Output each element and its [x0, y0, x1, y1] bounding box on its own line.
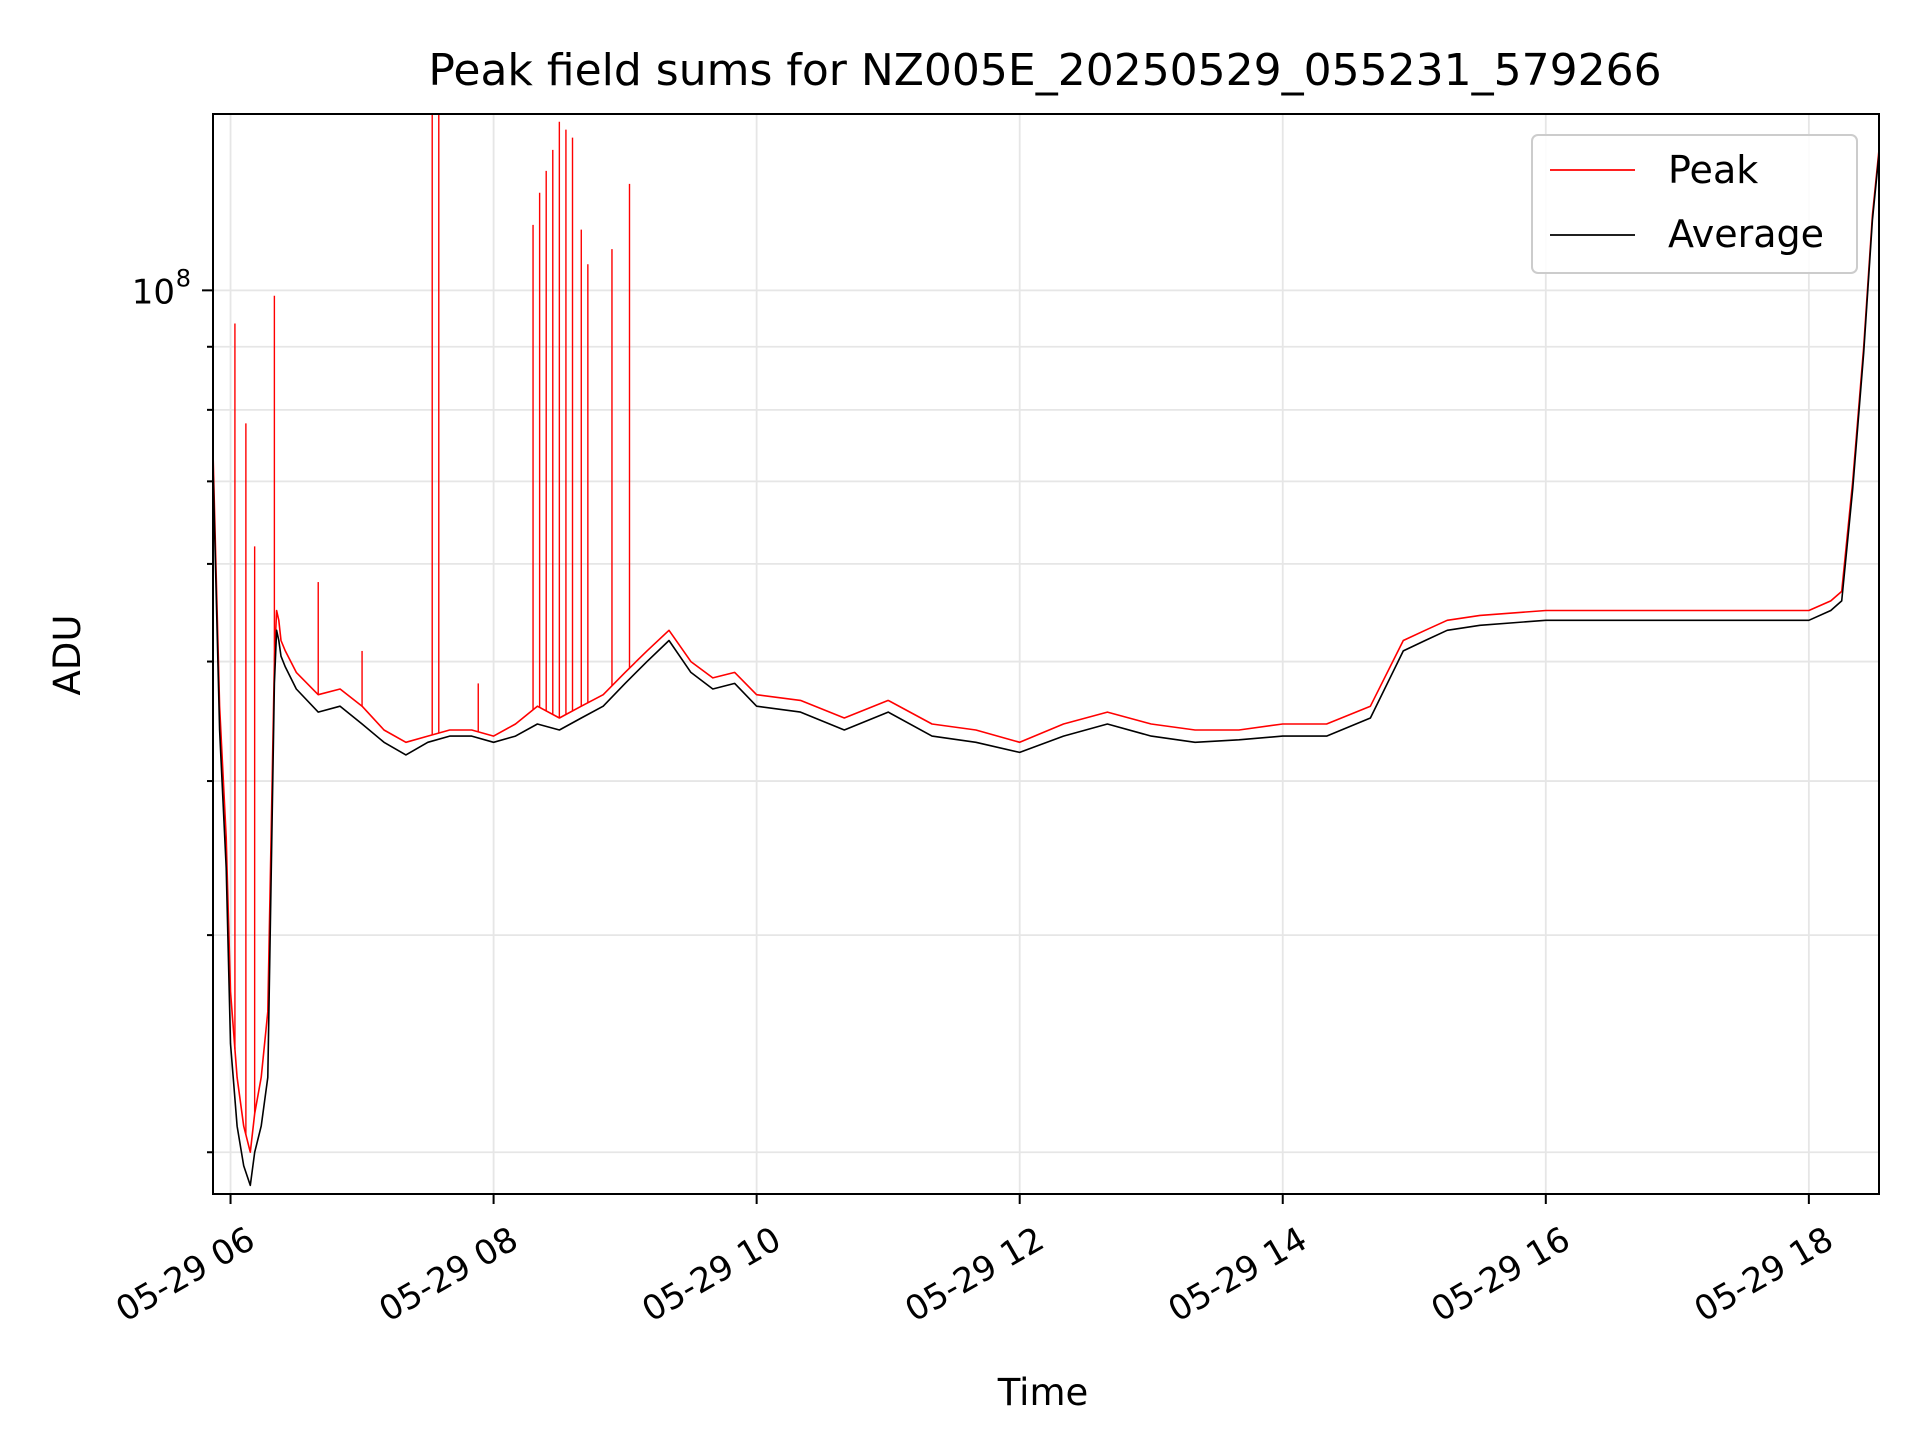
average-series-line: [213, 153, 1879, 1187]
legend-peak-label: Peak: [1668, 148, 1758, 192]
y-tick-label: 10: [132, 272, 175, 312]
legend-average-label: Average: [1668, 212, 1824, 256]
x-axis-label: Time: [997, 1371, 1089, 1414]
legend: Peak Average: [1531, 134, 1858, 274]
plot-frame: [212, 113, 1880, 1195]
grid: [213, 114, 1879, 1194]
peak-series-line: [213, 149, 1879, 1153]
y-tick-label-exponent: 8: [176, 264, 191, 292]
y-axis-label: ADU: [46, 615, 89, 696]
chart-title: Peak field sums for NZ005E_20250529_0552…: [428, 45, 1661, 96]
series-layer: [213, 114, 1879, 1187]
